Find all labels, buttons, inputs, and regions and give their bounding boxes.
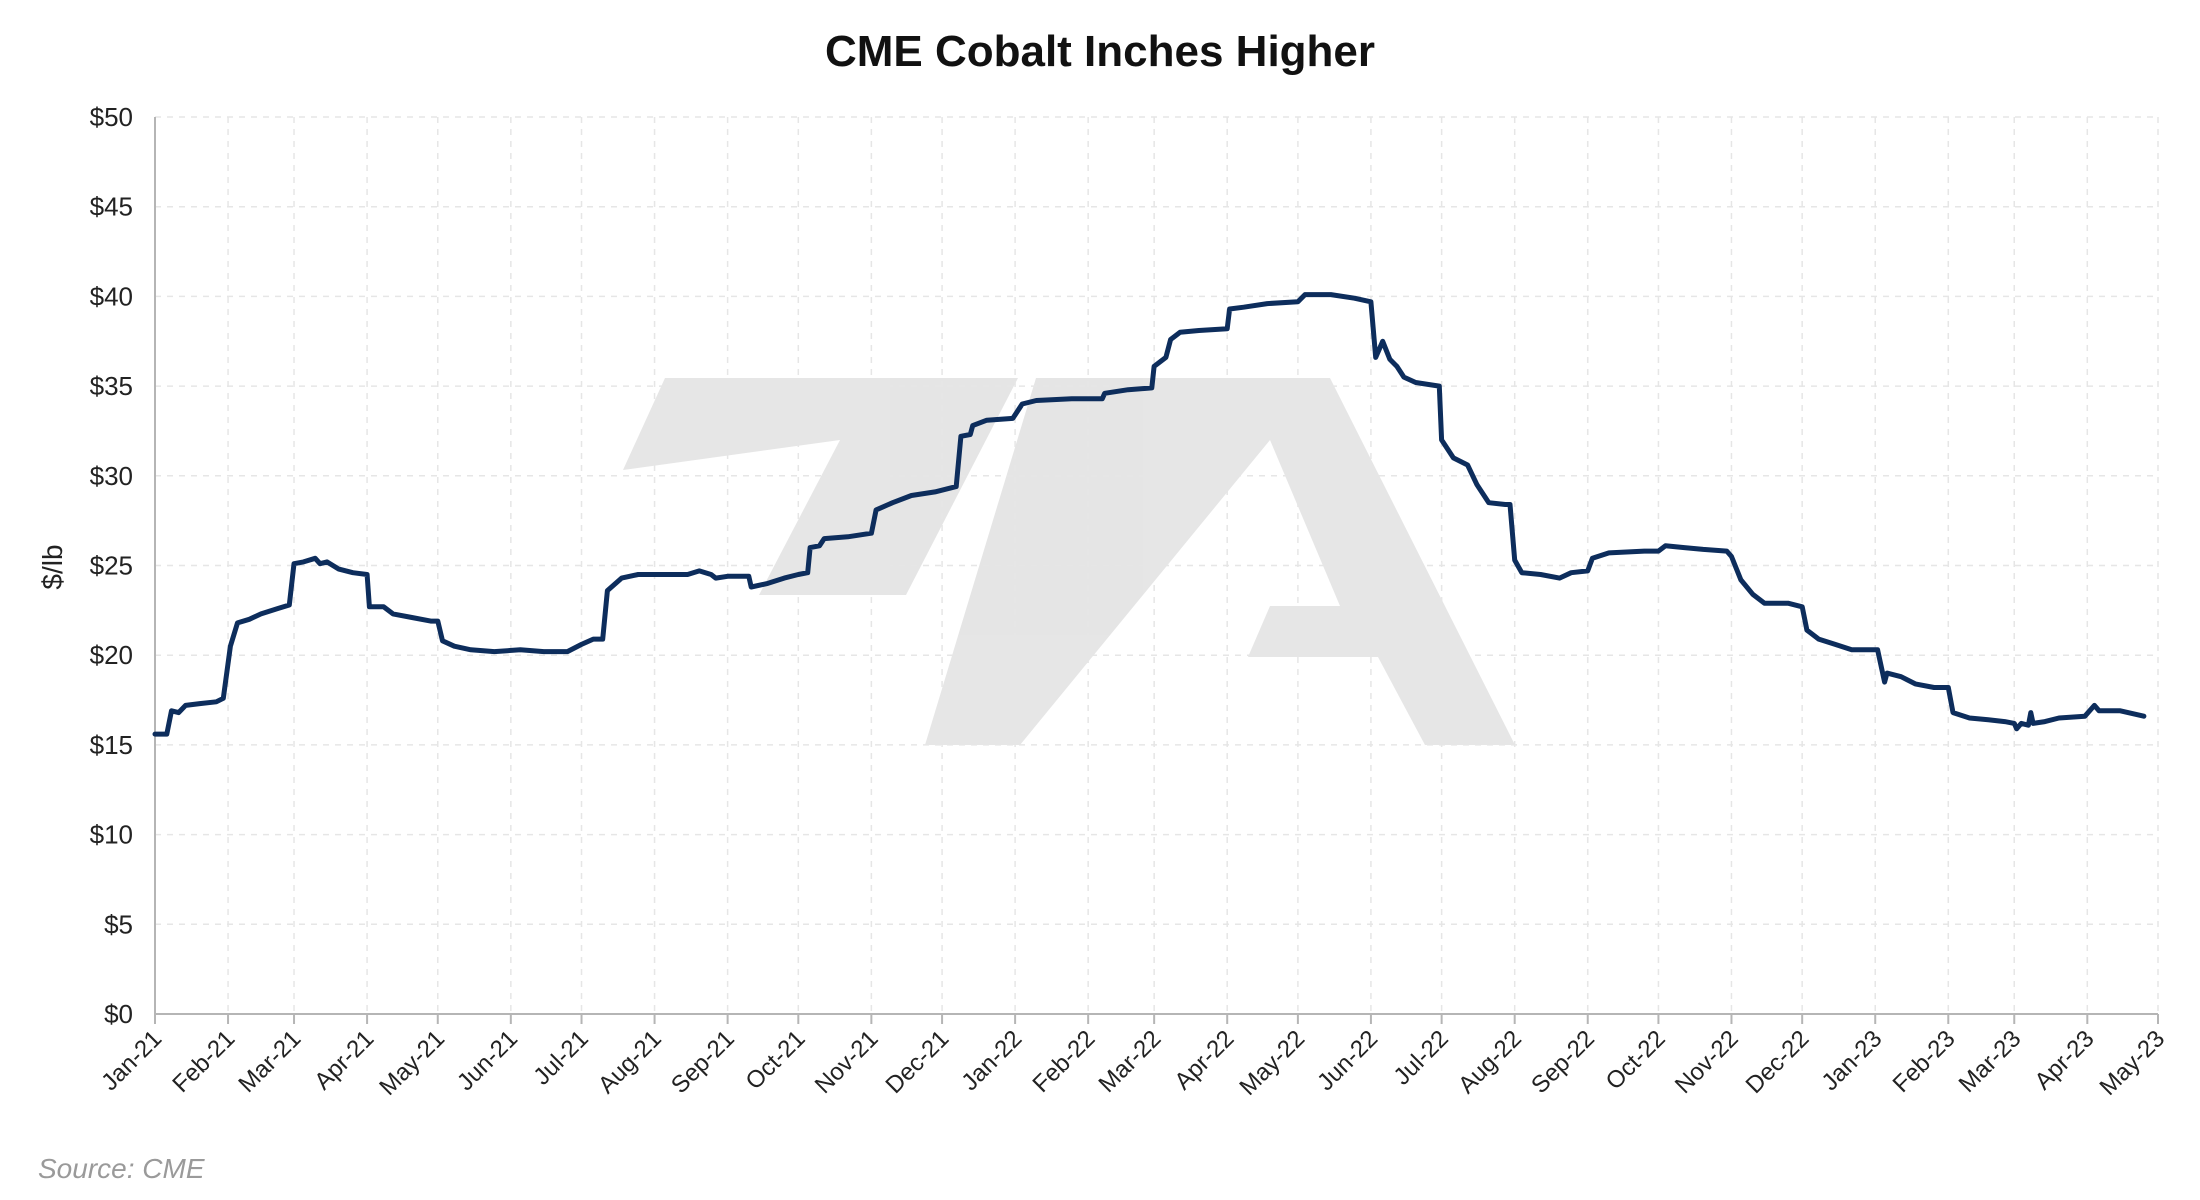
watermark-logo xyxy=(623,378,1515,745)
y-tick-label: $0 xyxy=(104,999,133,1029)
axes xyxy=(154,117,2159,1024)
chart-title: CME Cobalt Inches Higher xyxy=(825,27,1375,76)
y-tick-label: $35 xyxy=(90,371,133,401)
x-tick-label: Feb-23 xyxy=(1888,1025,1961,1098)
x-tick-label: Oct-21 xyxy=(741,1025,811,1095)
x-tick-label: Mar-21 xyxy=(233,1025,306,1098)
x-tick-label: Feb-21 xyxy=(167,1025,240,1098)
y-axis-label: $/lb xyxy=(37,544,68,589)
x-tick-label: Nov-21 xyxy=(810,1025,884,1099)
x-tick-label: May-22 xyxy=(1234,1025,1310,1101)
x-tick-label: Mar-23 xyxy=(1954,1025,2027,1098)
series-line-cobalt-price xyxy=(152,292,2147,737)
x-tick-label: Jan-23 xyxy=(1816,1025,1887,1096)
x-tick-label: Dec-22 xyxy=(1741,1025,1815,1099)
x-tick-label: Feb-22 xyxy=(1028,1025,1101,1098)
x-tick-label: May-21 xyxy=(374,1025,450,1101)
x-tick-label: Jan-22 xyxy=(956,1025,1027,1096)
y-tick-label: $15 xyxy=(90,730,133,760)
x-tick-label: Jun-21 xyxy=(452,1025,523,1096)
x-tick-label: Sep-21 xyxy=(666,1025,740,1099)
x-tick-label: Apr-21 xyxy=(309,1025,379,1095)
x-tick-label: Apr-23 xyxy=(2030,1025,2100,1095)
x-tick-label: Dec-21 xyxy=(880,1025,954,1099)
x-tick-label: Aug-21 xyxy=(593,1025,667,1099)
series-layer xyxy=(152,292,2147,737)
y-tick-label: $50 xyxy=(90,102,133,132)
x-tick-label: May-23 xyxy=(2095,1025,2171,1101)
y-tick-label: $5 xyxy=(104,909,133,939)
y-tick-label: $25 xyxy=(90,551,133,581)
x-tick-label: Apr-22 xyxy=(1169,1025,1239,1095)
x-tick-label: Aug-22 xyxy=(1453,1025,1527,1099)
source-note: Source: CME xyxy=(38,1153,205,1184)
y-tick-label: $30 xyxy=(90,461,133,491)
x-tick-label: Nov-22 xyxy=(1670,1025,1744,1099)
x-tick-label: Jun-22 xyxy=(1312,1025,1383,1096)
y-tick-label: $40 xyxy=(90,281,133,311)
gridlines xyxy=(155,116,2159,1014)
x-tick-label: Jan-21 xyxy=(96,1025,167,1096)
x-tick-label: Jul-22 xyxy=(1389,1025,1454,1090)
y-tick-label: $20 xyxy=(90,640,133,670)
x-tick-label: Mar-22 xyxy=(1094,1025,1167,1098)
x-tick-label: Jul-21 xyxy=(528,1025,593,1090)
y-tick-label: $45 xyxy=(90,192,133,222)
x-tick-label: Oct-22 xyxy=(1601,1025,1671,1095)
y-tick-label: $10 xyxy=(90,820,133,850)
x-tick-label: Sep-22 xyxy=(1526,1025,1600,1099)
